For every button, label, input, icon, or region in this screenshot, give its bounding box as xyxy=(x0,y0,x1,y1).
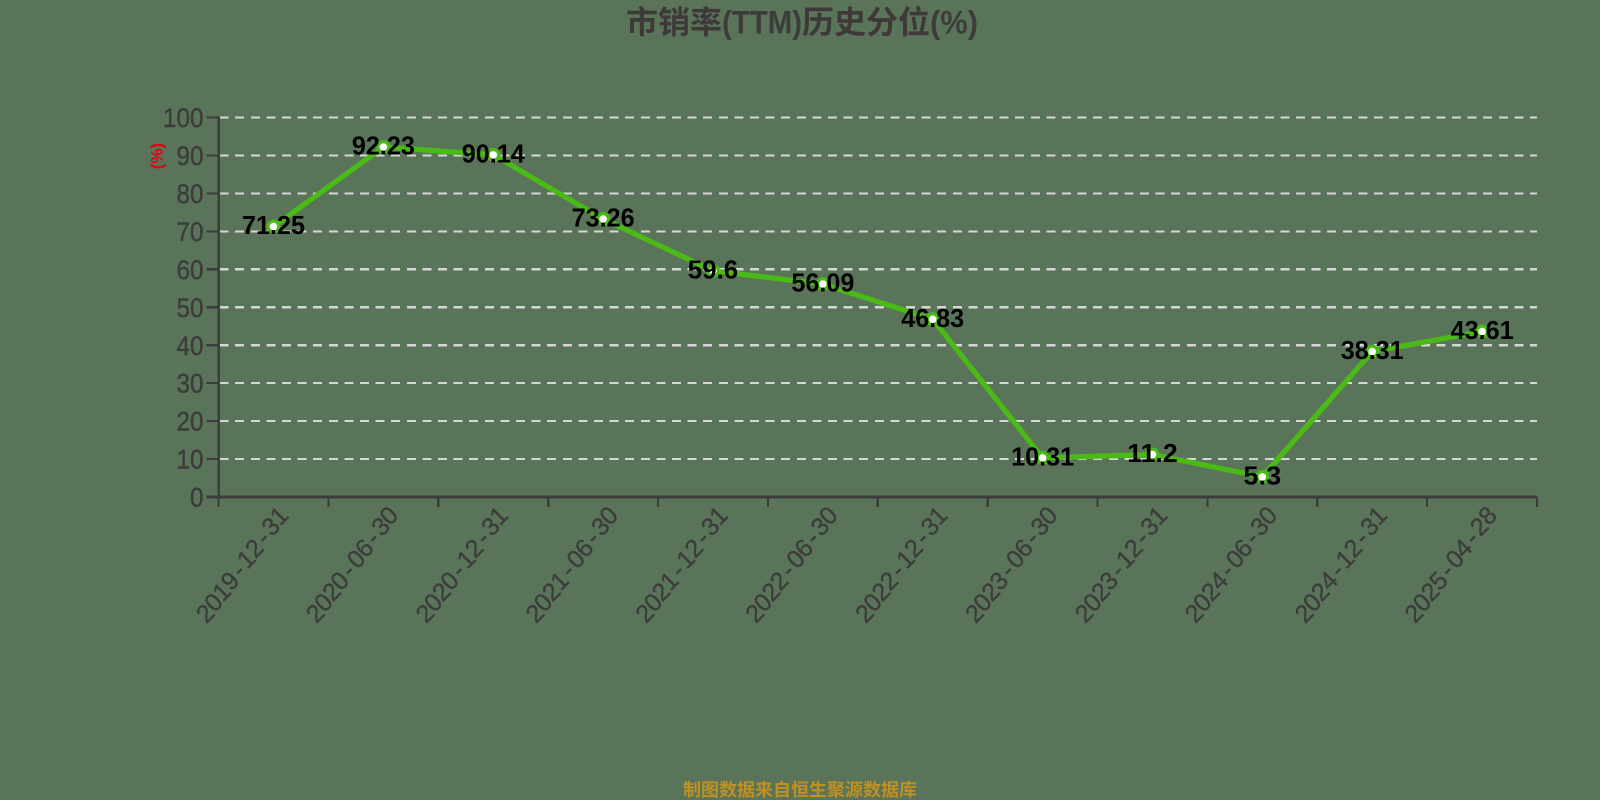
svg-text:56.09: 56.09 xyxy=(791,270,854,298)
svg-text:71.25: 71.25 xyxy=(242,212,305,240)
svg-text:92.23: 92.23 xyxy=(352,133,415,161)
svg-text:40: 40 xyxy=(177,331,204,361)
svg-text:(%): (%) xyxy=(148,143,167,169)
svg-text:90.14: 90.14 xyxy=(462,140,526,168)
svg-text:70: 70 xyxy=(177,217,204,247)
svg-text:50: 50 xyxy=(177,293,204,323)
svg-text:46.83: 46.83 xyxy=(901,305,964,333)
svg-text:0: 0 xyxy=(190,483,204,513)
svg-text:73.26: 73.26 xyxy=(572,205,635,233)
svg-text:59.6: 59.6 xyxy=(688,256,738,284)
svg-text:11.2: 11.2 xyxy=(1127,440,1177,468)
svg-text:10: 10 xyxy=(177,445,204,475)
svg-text:(TTM): (TTM) xyxy=(722,5,802,41)
svg-text:90: 90 xyxy=(177,141,204,171)
svg-text:43.61: 43.61 xyxy=(1451,317,1514,345)
svg-text:30: 30 xyxy=(177,369,204,399)
svg-text:80: 80 xyxy=(177,179,204,209)
svg-text:20: 20 xyxy=(177,407,204,437)
svg-text:10.31: 10.31 xyxy=(1011,443,1074,471)
svg-text:60: 60 xyxy=(177,255,204,285)
svg-text:(%): (%) xyxy=(930,5,978,41)
svg-text:100: 100 xyxy=(163,103,204,133)
svg-text:38.31: 38.31 xyxy=(1341,337,1404,365)
svg-text:5.3: 5.3 xyxy=(1243,462,1281,490)
